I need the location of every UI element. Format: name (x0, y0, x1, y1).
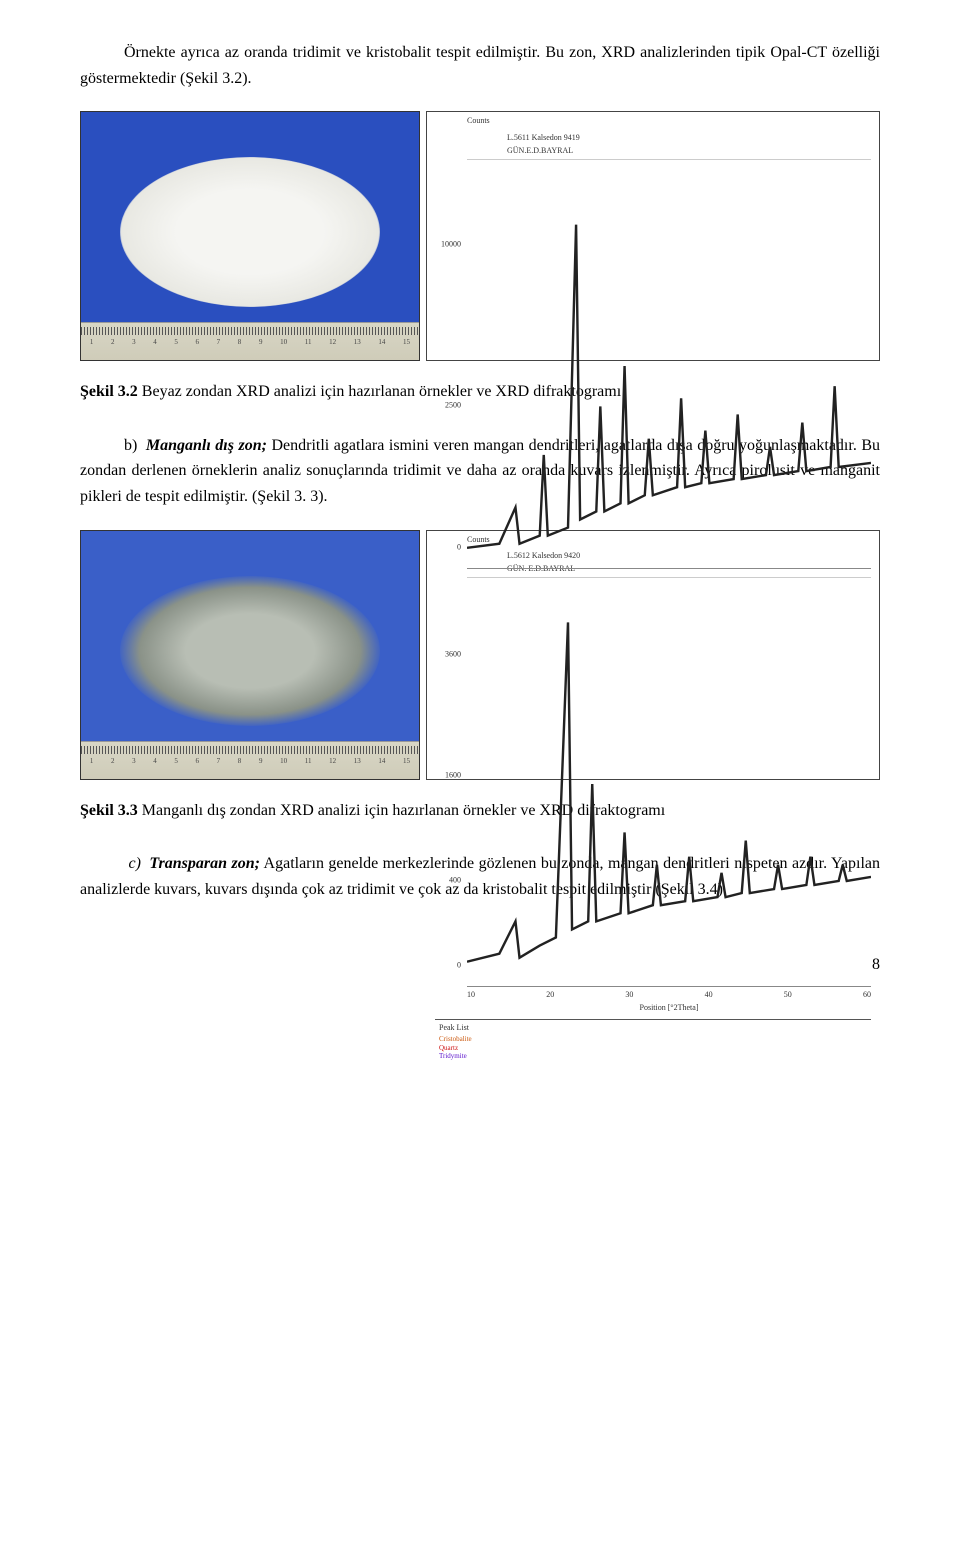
figure-3-3-photo: 123456789101112131415 (80, 530, 420, 780)
ruler: 123456789101112131415 (81, 322, 419, 360)
peak-list: Peak List CristobaliteQuartzTridymite (435, 1019, 871, 1055)
figure-3-2-chart: Counts L.5611 Kalsedon 9419 GÜN.E.D.BAYR… (426, 111, 880, 361)
intro-paragraph: Örnekte ayrıca az oranda tridimit ve kri… (80, 40, 880, 91)
x-axis-title: Position [°2Theta] (467, 1002, 871, 1015)
sample-material-white (120, 157, 380, 307)
figure-3-2-photo: 123456789101112131415 (80, 111, 420, 361)
x-axis-ticks: 102030405060 (467, 989, 871, 1002)
chart-plot-area: 1000025000 (467, 164, 871, 569)
chart-title: L.5611 Kalsedon 9419 (507, 132, 865, 145)
chart-subtitle: GÜN.E.D.BAYRAL (507, 145, 865, 158)
ruler: 123456789101112131415 (81, 741, 419, 779)
sample-material-gray (120, 576, 380, 726)
y-axis-title: Counts (467, 116, 490, 125)
figure-3-2: 123456789101112131415 Counts L.5611 Kals… (80, 111, 880, 361)
chart-plot-area: 360016004000 (467, 582, 871, 987)
